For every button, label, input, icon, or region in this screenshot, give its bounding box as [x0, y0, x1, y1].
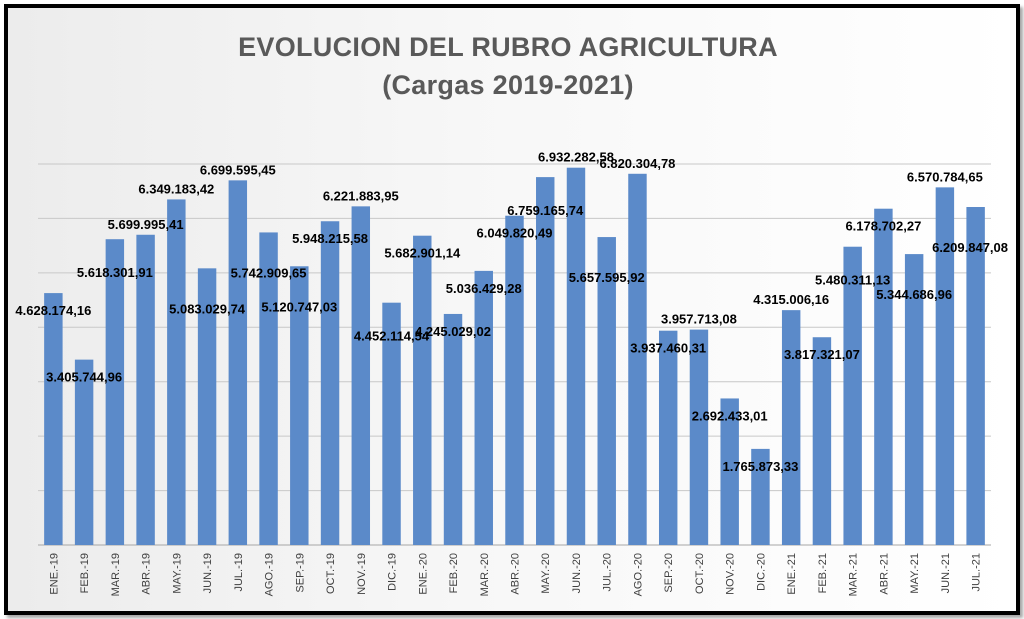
data-label: 5.036.429,28: [446, 281, 522, 296]
x-tick-label: JUN.-19: [202, 553, 214, 593]
x-tick-label: MAY.-20: [540, 553, 552, 594]
x-tick-label: ENE.-20: [417, 553, 429, 595]
bar: [751, 448, 770, 545]
bar: [874, 208, 893, 545]
x-tick-label: JUN.-21: [940, 553, 952, 593]
data-label: 3.405.744,96: [46, 370, 122, 385]
data-label: 6.820.304,78: [600, 156, 676, 171]
bar: [720, 398, 739, 545]
bar: [781, 310, 801, 545]
x-tick-label: FEB.-19: [79, 553, 91, 593]
data-label: 6.178.702,27: [845, 219, 921, 234]
x-tick-label: ABR.-21: [878, 553, 890, 595]
x-tick-label: ENE.-19: [48, 553, 60, 595]
bar: [44, 293, 63, 545]
data-label: 4.628.174,16: [15, 303, 91, 318]
bar: [904, 254, 924, 546]
data-label: 4.315.006,16: [753, 292, 829, 307]
x-tick-label: AGO.-19: [264, 553, 276, 596]
chart-title: EVOLUCION DEL RUBRO AGRICULTURA: [238, 32, 778, 62]
data-label: 1.765.873,33: [722, 459, 798, 474]
x-tick-label: MAR.-20: [479, 553, 491, 596]
x-tick-label: NOV.-19: [356, 553, 368, 595]
x-tick-label: OCT.-19: [325, 553, 337, 594]
data-label: 6.570.784,65: [907, 169, 983, 184]
bar: [197, 268, 217, 545]
x-tick-label: JUL.-21: [971, 553, 983, 592]
x-tick-label: JUL.-19: [233, 553, 245, 592]
data-label: 5.948.215,58: [292, 231, 368, 246]
data-label: 5.742.909,65: [231, 265, 307, 280]
bar: [474, 270, 493, 545]
x-tick-label: AGO.-20: [632, 553, 644, 596]
chart-subtitle: (Cargas 2019-2021): [382, 70, 634, 100]
data-label: 4.245.029,02: [415, 324, 491, 339]
bar: [689, 329, 709, 545]
bar: [443, 313, 463, 545]
bar: [382, 302, 401, 545]
x-tick-label: ABR.-20: [510, 553, 522, 595]
data-label: 5.344.686,96: [876, 287, 952, 302]
bar: [74, 359, 94, 545]
bar: [628, 173, 647, 545]
bar: [505, 215, 524, 545]
data-label: 6.932.282,58: [538, 150, 614, 165]
bar: [812, 337, 832, 545]
x-tick-label: MAR.-19: [110, 553, 122, 596]
bar: [566, 167, 586, 545]
x-tick-label: FEB.-21: [817, 553, 829, 593]
data-label: 5.657.595,92: [569, 270, 645, 285]
x-tick-label: SEP.-19: [294, 553, 306, 593]
bar: [658, 330, 678, 545]
bar: [843, 246, 862, 546]
data-label: 6.209.847,08: [932, 240, 1008, 255]
data-labels: 4.628.174,16 3.405.744,96 5.618.301,91 5.69…: [15, 150, 1008, 474]
bar: [136, 234, 155, 545]
data-label: 4.452.114,54: [354, 329, 430, 344]
bar: [536, 177, 555, 545]
data-label: 5.618.301,91: [77, 265, 153, 280]
bar: [597, 237, 616, 546]
x-tick-label: MAR.-21: [848, 553, 860, 596]
bar: [228, 180, 248, 545]
data-label: 5.480.311,13: [815, 273, 890, 288]
bar: [351, 206, 371, 545]
data-label: 3.817.321,07: [784, 347, 860, 362]
bar: [966, 207, 985, 545]
x-tick-label: MAY.-19: [171, 553, 183, 594]
bars: [44, 167, 985, 546]
bar: [105, 239, 125, 545]
data-label: 3.957.713,08: [661, 312, 737, 327]
x-tick-label: JUL.-20: [602, 553, 614, 592]
x-tick-label: ABR.-19: [141, 553, 153, 595]
bar: [167, 199, 186, 545]
data-label: 6.221.883,95: [323, 188, 399, 203]
x-tick-label: NOV.-20: [725, 553, 737, 595]
data-label: 5.120.747,03: [261, 299, 337, 314]
x-tick-label: DIC.-20: [755, 553, 767, 591]
bar: [935, 187, 955, 545]
data-label: 6.699.595,45: [200, 162, 276, 177]
x-tick-label: MAY.-21: [909, 553, 921, 594]
data-label: 6.049.820,49: [477, 226, 553, 241]
x-tick-label: JUN.-20: [571, 553, 583, 593]
x-axis-ticks: ENE.-19 FEB.-19 MAR.-19 ABR.-19 MAY.-19 JUN.-…: [48, 553, 982, 596]
bar: [413, 235, 432, 545]
data-label: 5.083.029,74: [169, 301, 246, 316]
data-label: 2.692.433,01: [692, 408, 768, 423]
x-tick-label: OCT.-20: [694, 553, 706, 594]
data-label: 3.937.460,31: [630, 341, 706, 356]
x-tick-label: ENE.-21: [786, 553, 798, 595]
bar: [320, 221, 340, 545]
data-label: 5.699.995,41: [108, 217, 184, 232]
bar: [259, 232, 278, 545]
x-tick-label: SEP.-20: [663, 553, 675, 593]
data-label: 6.759.165,74: [507, 203, 584, 218]
data-label: 6.349.183,42: [138, 181, 214, 196]
data-label: 5.682.901,14: [384, 246, 461, 261]
bar: [290, 266, 309, 545]
x-tick-label: DIC.-19: [387, 553, 399, 591]
x-tick-label: FEB.-20: [448, 553, 460, 593]
